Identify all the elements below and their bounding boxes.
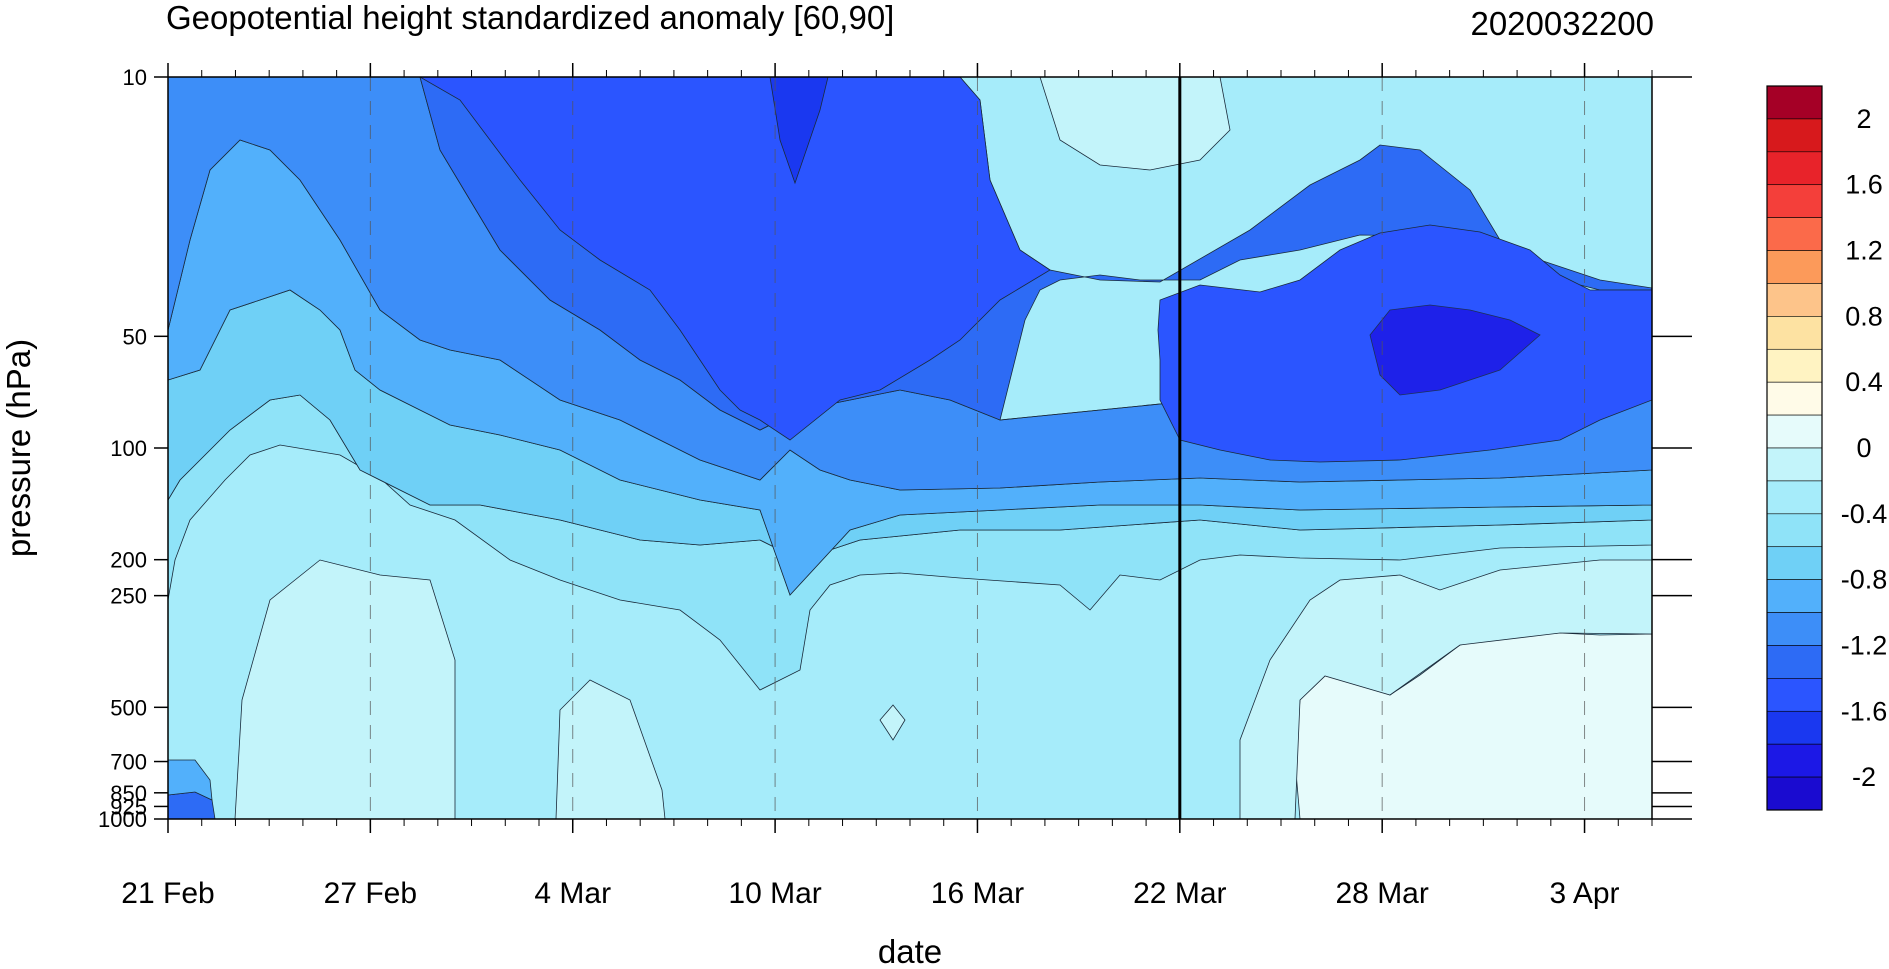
colorbar-swatch [1766,546,1823,580]
colorbar-swatch [1766,743,1823,778]
colorbar-swatch [1766,217,1823,251]
x-tick-label: 4 Mar [534,877,611,910]
y-axis-label: pressure (hPa) [0,339,37,557]
colorbar-label: 0.4 [1845,367,1883,397]
colorbar-swatch [1766,678,1823,712]
x-tick-label: 28 Mar [1335,877,1428,910]
y-tick-label: 500 [110,695,147,720]
colorbar-swatch [1766,381,1823,416]
x-tick-label: 22 Mar [1133,877,1226,910]
y-tick-label: 10 [123,65,147,90]
colorbar-swatch [1766,283,1823,317]
x-tick-label: 27 Feb [324,877,417,910]
colorbar-swatch [1766,348,1823,383]
colorbar: 2 1.6 1.2 0.8 0.4 0 -0.4 -0.8 -1.2 -1.6 -2 [1766,85,1888,811]
colorbar-swatch [1766,118,1823,153]
x-tick-label: 10 Mar [728,877,821,910]
band-minus-0.4-left [234,559,456,819]
colorbar-swatch [1766,645,1823,679]
colorbar-swatch [1766,85,1823,120]
x-axis-label: date [878,933,942,969]
colorbar-swatch [1766,776,1823,811]
colorbar-label: -2 [1852,762,1876,792]
chart-title: Geopotential height standardized anomaly… [166,0,894,36]
colorbar-label: -1.6 [1841,696,1888,726]
colorbar-swatch [1766,447,1823,482]
colorbar-swatch [1766,579,1823,613]
band-minus-1.8 [419,77,1051,441]
colorbar-swatch [1766,710,1823,745]
colorbar-label: 2 [1856,104,1871,134]
x-tick-label: 3 Apr [1550,877,1620,910]
colorbar-swatch [1766,480,1823,515]
contour-bands [168,77,1652,819]
colorbar-swatch [1766,513,1823,548]
colorbar-label: -0.4 [1841,499,1888,529]
y-tick-label: 700 [110,750,147,775]
y-tick-label: 250 [110,584,147,609]
colorbar-swatch [1766,612,1823,646]
x-tick-label: 21 Feb [121,877,214,910]
colorbar-swatch [1766,316,1823,350]
colorbar-label: 0.8 [1845,301,1883,331]
band-minus-0.6-top [1039,77,1231,171]
x-axis: 21 Feb 27 Feb 4 Mar 10 Mar 16 Mar 22 Mar 28 Ma… [121,63,1653,910]
colorbar-swatch [1766,250,1823,284]
y-tick-label: 925 [110,794,147,819]
y-tick-label: 1000 [98,807,147,832]
colorbar-label: -0.8 [1841,565,1888,595]
colorbar-label: 1.6 [1845,170,1883,200]
y-tick-label: 100 [110,436,147,461]
y-tick-label: 850 [110,781,147,806]
band-minus-2.0 [769,77,829,185]
band-minus-0.4-midlower2 [879,704,906,741]
colorbar-frame [1766,85,1823,811]
colorbar-label: 1.2 [1845,236,1883,266]
colorbar-swatch [1766,184,1823,218]
band-edge-lower-left2 [168,759,213,801]
band-minus-0.4-right [1239,559,1652,819]
date-stamp: 2020032200 [1470,5,1654,42]
y-tick-label: 200 [110,548,147,573]
colorbar-label: 0 [1856,433,1871,463]
colorbar-swatch [1766,414,1823,449]
band-minus-2.0-right [1369,304,1541,396]
colorbar-label: -1.2 [1841,630,1888,660]
y-tick-label: 50 [123,324,147,349]
colorbar-swatch [1766,151,1823,186]
x-tick-label: 16 Mar [931,877,1024,910]
band-minus-0.4-midlower [555,679,666,819]
